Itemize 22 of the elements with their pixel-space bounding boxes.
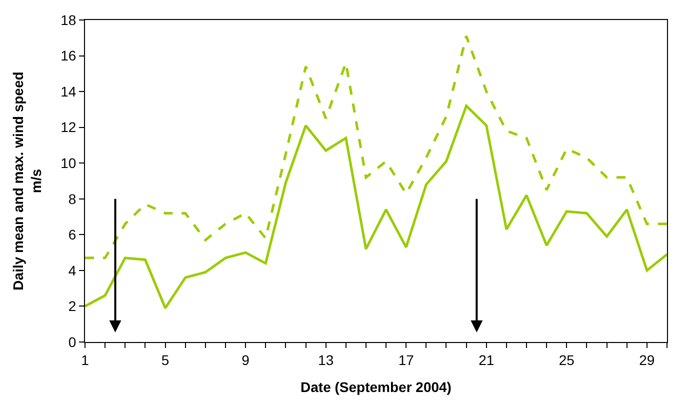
x-tick-label: 5 (161, 352, 170, 368)
x-tick-label: 9 (242, 352, 250, 368)
y-tick-label: 0 (68, 334, 76, 350)
x-tick-label: 13 (318, 352, 334, 368)
y-tick-label: 16 (60, 48, 76, 64)
x-tick-label: 17 (398, 352, 414, 368)
y-tick-label: 8 (68, 190, 76, 207)
x-axis-title: Date (September 2004) (300, 379, 452, 396)
x-tick-label: 1 (81, 352, 90, 368)
y-tick-label: 18 (60, 12, 76, 28)
x-tick-label: 29 (639, 352, 655, 368)
y-tick-label: 2 (68, 298, 76, 314)
y-tick-label: 12 (60, 119, 76, 136)
y-axis-title: Daily mean and max. wind speed m/s (10, 72, 44, 290)
y-tick-label: 6 (68, 226, 76, 243)
line-series (85, 104, 667, 310)
x-tick-label: 21 (478, 352, 494, 368)
y-tick-label: 10 (60, 155, 76, 172)
line-series (85, 34, 667, 260)
y-tick-label: 14 (60, 83, 76, 100)
x-tick-label: 25 (558, 352, 575, 368)
y-tick-label: 4 (68, 262, 76, 278)
